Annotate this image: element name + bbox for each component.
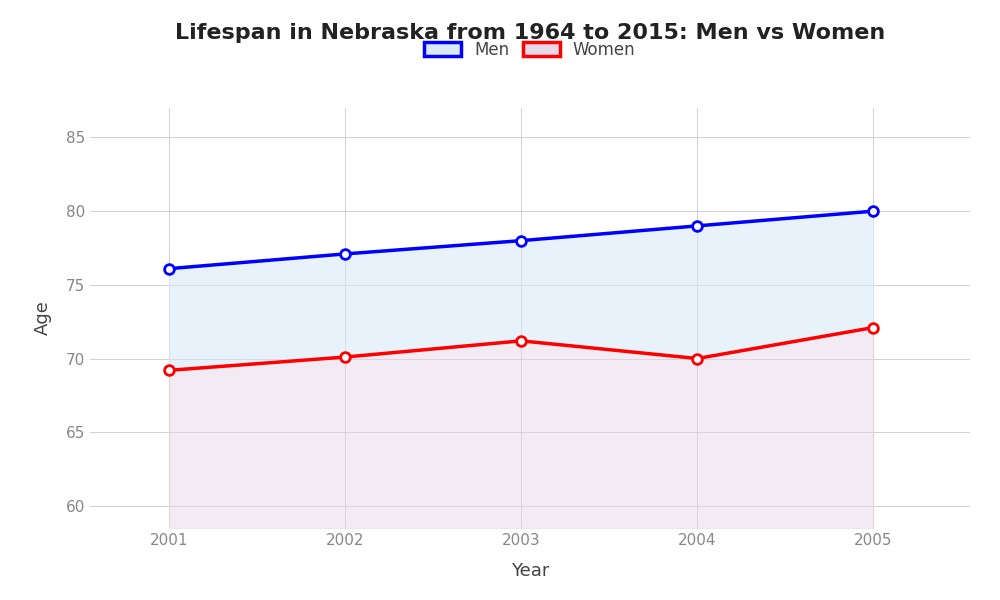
X-axis label: Year: Year [511,562,549,580]
Y-axis label: Age: Age [34,301,52,335]
Legend: Men, Women: Men, Women [424,41,636,59]
Title: Lifespan in Nebraska from 1964 to 2015: Men vs Women: Lifespan in Nebraska from 1964 to 2015: … [175,23,885,43]
